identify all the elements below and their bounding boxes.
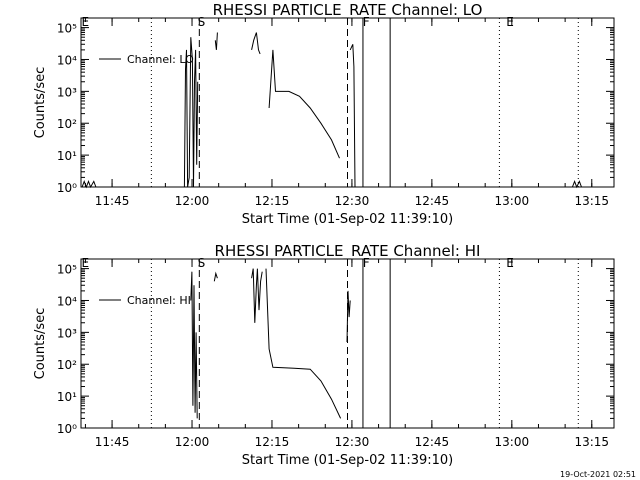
x-tick-label: 12:00 <box>175 194 210 208</box>
flag-label: S <box>198 15 206 29</box>
series-line-segment <box>214 32 218 50</box>
x-tick-label: 11:45 <box>95 194 130 208</box>
x-tick-label: 13:00 <box>495 194 530 208</box>
flag-label: F <box>363 15 370 29</box>
x-tick-label: 13:00 <box>495 435 530 449</box>
footer-timestamp: 19-Oct-2021 02:51 <box>560 470 636 479</box>
series-line-segment <box>265 268 342 419</box>
series-line-segment <box>213 271 218 282</box>
y-tick-label: 10³ <box>57 85 77 99</box>
y-tick-label: 10² <box>57 117 77 131</box>
series-line-segment <box>251 32 261 55</box>
x-tick-label: 12:15 <box>255 194 290 208</box>
y-tick-label: 10⁰ <box>57 422 77 436</box>
x-tick-label: 12:45 <box>415 194 450 208</box>
y-tick-label: 10² <box>57 358 77 372</box>
flag-label: E <box>506 256 514 270</box>
chart-title: RHESSI PARTICLE_RATE Channel: LO <box>213 1 483 20</box>
y-tick-label: 10¹ <box>57 390 77 404</box>
x-tick-label: 13:15 <box>574 194 609 208</box>
y-tick-label: 10³ <box>57 326 77 340</box>
x-tick-label: 13:15 <box>574 435 609 449</box>
y-tick-label: 10⁵ <box>57 263 77 277</box>
y-tick-label: 10¹ <box>57 149 77 163</box>
y-tick-label: 10⁴ <box>57 53 77 67</box>
x-axis-label: Start Time (01-Sep-02 11:39:10) <box>242 212 453 227</box>
y-tick-label: 10⁴ <box>57 294 77 308</box>
chart-panel-1: RHESSI PARTICLE_RATE Channel: LOESFE11:4… <box>33 1 615 227</box>
x-tick-label: 12:45 <box>415 435 450 449</box>
x-tick-label: 12:00 <box>175 435 210 449</box>
plot-frame <box>80 258 615 429</box>
series-line-segment <box>183 37 199 188</box>
legend-label: Channel: LO <box>127 53 194 66</box>
flag-label: F <box>363 256 370 270</box>
flag-label: E <box>506 15 514 29</box>
x-tick-label: 12:15 <box>255 435 290 449</box>
y-tick-label: 10⁵ <box>57 22 77 36</box>
series-line-segment <box>190 271 198 419</box>
y-tick-label: 10⁰ <box>57 181 77 195</box>
x-axis-label: Start Time (01-Sep-02 11:39:10) <box>242 453 453 468</box>
x-tick-label: 12:30 <box>335 194 370 208</box>
series-line-segment <box>571 180 582 189</box>
y-axis-label: Counts/sec <box>33 67 48 139</box>
plot-frame <box>80 17 615 188</box>
y-axis-label: Counts/sec <box>33 308 48 380</box>
flag-label: S <box>198 256 206 270</box>
series-line-segment <box>251 268 263 323</box>
chart-panel-2: RHESSI PARTICLE_RATE Channel: HIESFE11:4… <box>33 242 615 468</box>
legend-label: Channel: HI <box>127 294 191 307</box>
series-line-segment <box>349 44 361 188</box>
series-line-segment <box>268 49 340 159</box>
series-line-segment <box>81 179 97 189</box>
series-line-segment <box>346 290 351 343</box>
x-tick-label: 11:45 <box>95 435 130 449</box>
chart-title: RHESSI PARTICLE_RATE Channel: HI <box>215 242 481 261</box>
x-tick-label: 12:30 <box>335 435 370 449</box>
